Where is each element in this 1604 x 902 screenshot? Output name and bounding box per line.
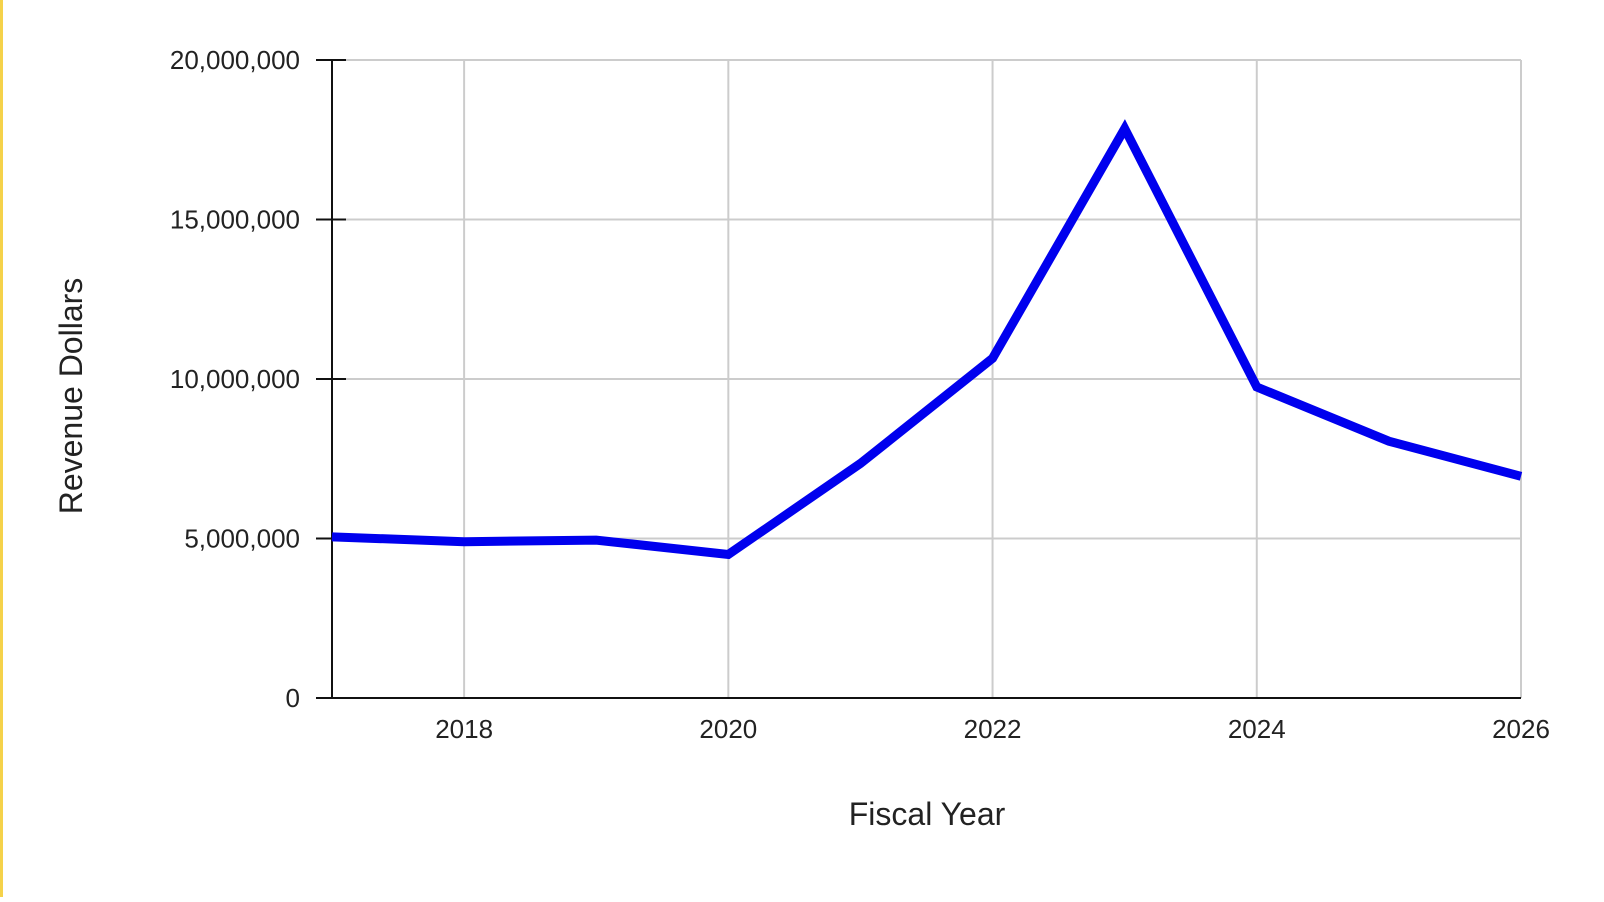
x-tick-label-1: 2020 [699,714,757,744]
y-axis-title: Revenue Dollars [53,278,89,515]
x-tick-label-4: 2026 [1492,714,1550,744]
y-tick-label-4: 20,000,000 [170,45,300,75]
x-axis-title: Fiscal Year [849,796,1006,832]
grid-lines [332,59,1522,698]
y-tick-label-0: 0 [286,683,300,713]
left-edge-border [0,0,3,897]
series-line-0 [331,119,1523,560]
series-layer [331,119,1523,560]
y-tick-label-3: 15,000,000 [170,205,300,235]
x-tick-label-3: 2024 [1228,714,1286,744]
y-axis-ticks: 0 5,000,000 10,000,000 15,000,000 20,000,000 [170,45,346,713]
x-tick-label-0: 2018 [435,714,493,744]
x-axis-ticks: 2018 2020 2022 2024 2026 [435,714,1550,744]
y-tick-label-2: 10,000,000 [170,364,300,394]
y-tick-label-1: 5,000,000 [184,524,300,554]
x-tick-label-2: 2022 [964,714,1022,744]
